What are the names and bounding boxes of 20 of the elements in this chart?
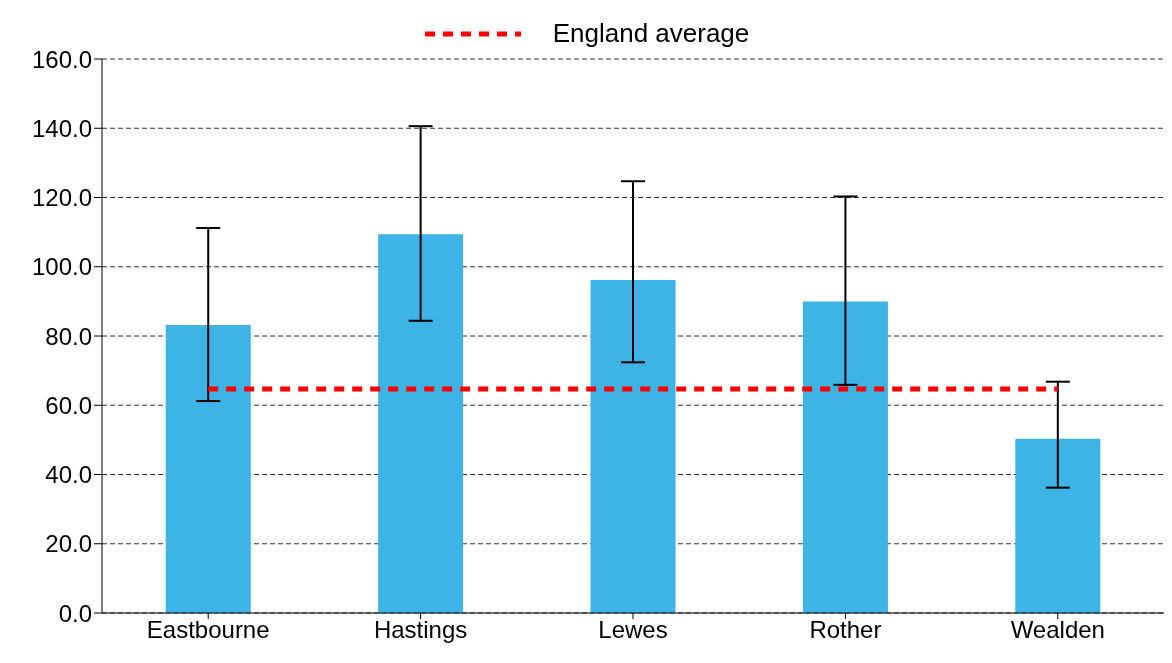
x-tick-label: Wealden — [1010, 616, 1105, 644]
x-tick-label: Eastbourne — [146, 616, 270, 644]
x-tick-label: Rother — [809, 616, 882, 644]
y-tick-label: 80.0 — [45, 322, 92, 350]
bar — [590, 279, 676, 613]
y-tick-label: 120.0 — [31, 184, 92, 212]
y-tick-label: 0.0 — [58, 599, 92, 627]
bar — [802, 301, 888, 613]
y-tick-label: 160.0 — [31, 45, 92, 73]
bar — [1015, 438, 1101, 613]
y-tick-label: 140.0 — [31, 114, 92, 142]
bar — [378, 234, 464, 613]
x-tick-label: Hastings — [373, 616, 468, 644]
y-tick-label: 60.0 — [45, 391, 92, 419]
y-tick-label: 20.0 — [45, 530, 92, 558]
y-tick-label: 100.0 — [31, 253, 92, 281]
x-tick-label: Lewes — [598, 616, 668, 644]
bar — [165, 324, 251, 613]
legend-label: England average — [552, 18, 750, 49]
y-tick-label: 40.0 — [45, 461, 92, 489]
